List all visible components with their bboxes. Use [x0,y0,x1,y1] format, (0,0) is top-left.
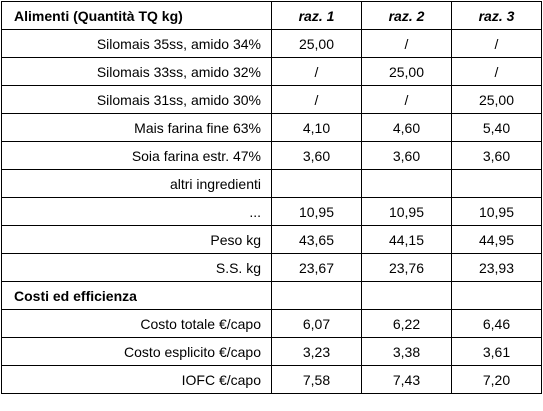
table-cell [451,281,542,310]
table-row: Mais farina fine 63% 4,10 4,60 5,40 [1,113,542,142]
table-cell: / [451,57,542,86]
table-cell: IOFC €/capo [1,365,272,394]
table-cell: altri ingredienti [1,169,272,198]
table-cell: raz. 3 [451,1,542,30]
table-cell: 43,65 [271,225,362,254]
header-row: Alimenti (Quantità TQ kg) raz. 1 raz. 2 raz… [1,1,542,30]
table-cell: 10,95 [361,197,452,226]
table-cell: 3,60 [361,141,452,170]
table-row: Costo totale €/capo 6,07 6,22 6,46 [1,309,542,338]
table-cell [271,281,362,310]
table-row: Peso kg 43,65 44,15 44,95 [1,225,542,254]
table-cell: 6,07 [271,309,362,338]
table-cell: S.S. kg [1,253,272,282]
table-cell: Silomais 33ss, amido 32% [1,57,272,86]
table-row: Silomais 33ss, amido 32%/25,00/ [1,57,542,86]
table-cell [451,169,542,198]
table-cell: Silomais 31ss, amido 30% [1,85,272,114]
table-cell: 23,67 [271,253,362,282]
table-cell: 25,00 [271,29,362,58]
table-cell: 3,38 [361,337,452,366]
table-cell [271,169,362,198]
table-row: Soia farina estr. 47% 3,60 3,60 3,60 [1,141,542,170]
table-cell: Soia farina estr. 47% [1,141,272,170]
table-cell: Peso kg [1,225,272,254]
table-cell: / [451,29,542,58]
table: Alimenti (Quantità TQ kg) raz. 1 raz. 2 raz… [1,1,542,394]
table-cell: 25,00 [361,57,452,86]
table-cell: 3,60 [271,141,362,170]
table-cell: / [361,85,452,114]
table-cell: ... [1,197,272,226]
table-cell: raz. 2 [361,1,452,30]
table-cell: 10,95 [271,197,362,226]
table-cell: 3,60 [451,141,542,170]
table-cell: 7,43 [361,365,452,394]
table-cell: 6,22 [361,309,452,338]
table-cell: 4,60 [361,113,452,142]
table-cell: Costi ed efficienza [1,281,272,310]
table-cell: 3,61 [451,337,542,366]
table-row: altri ingredienti [1,169,542,198]
table-cell: 44,95 [451,225,542,254]
table-cell: 23,76 [361,253,452,282]
table-cell: 44,15 [361,225,452,254]
table-cell: 7,58 [271,365,362,394]
table-cell: / [271,85,362,114]
table-cell: / [271,57,362,86]
table-cell: / [361,29,452,58]
table-cell: 5,40 [451,113,542,142]
table-cell [361,281,452,310]
table-row: S.S. kg 23,67 23,76 23,93 [1,253,542,282]
table-cell [361,169,452,198]
table-row: Silomais 31ss, amido 30% //25,00 [1,85,542,114]
table-cell: Mais farina fine 63% [1,113,272,142]
table-cell: Costo totale €/capo [1,309,272,338]
table-cell: 7,20 [451,365,542,394]
table-cell: raz. 1 [271,1,362,30]
table-cell: 6,46 [451,309,542,338]
table-cell: 4,10 [271,113,362,142]
table-row: Silomais 35ss, amido 34% 25,00// [1,29,542,58]
table-cell: 10,95 [451,197,542,226]
table-row: Costi ed efficienza [1,281,542,310]
table-cell: Costo esplicito €/capo [1,337,272,366]
table-row: IOFC €/capo 7,58 7,43 7,20 [1,365,542,394]
table-row: Costo esplicito €/capo 3,23 3,38 3,61 [1,337,542,366]
table-cell: Alimenti (Quantità TQ kg) [1,1,272,30]
table-cell: 3,23 [271,337,362,366]
table-cell: 25,00 [451,85,542,114]
table-cell: 23,93 [451,253,542,282]
table-row: ... 10,95 10,95 10,95 [1,197,542,226]
table-cell: Silomais 35ss, amido 34% [1,29,272,58]
